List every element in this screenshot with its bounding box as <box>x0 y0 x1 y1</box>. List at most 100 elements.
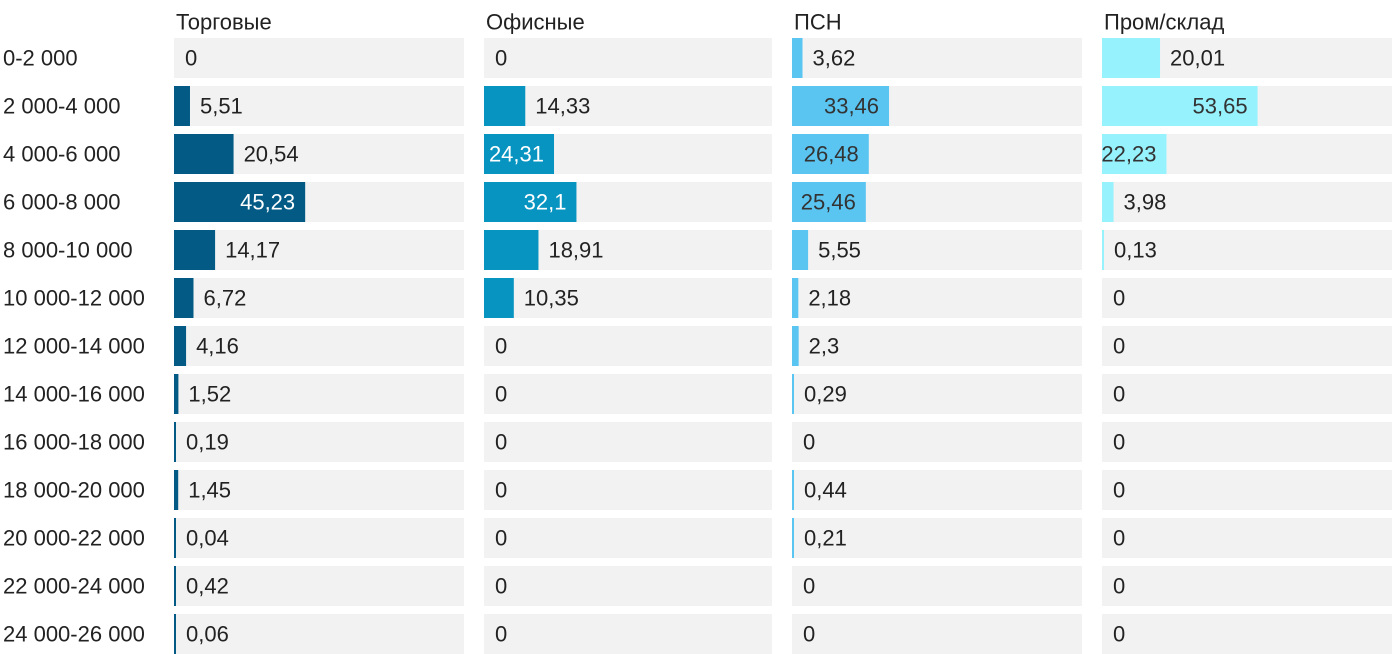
bar <box>792 470 794 510</box>
bar-track <box>174 422 464 462</box>
bar-track <box>174 374 464 414</box>
bar <box>1102 38 1161 78</box>
data-label: 0 <box>1113 334 1125 359</box>
bar <box>174 134 234 174</box>
data-label: 0 <box>495 478 507 503</box>
bar-track <box>1102 230 1392 270</box>
data-label: 0 <box>495 526 507 551</box>
bar <box>792 134 869 174</box>
category-label: 12 000-14 000 <box>3 334 145 359</box>
bar <box>484 86 526 126</box>
data-label: 0 <box>1113 478 1125 503</box>
data-label: 0 <box>495 430 507 455</box>
bar-track <box>174 38 464 78</box>
data-label: 0 <box>495 334 507 359</box>
data-label: 0 <box>1113 526 1125 551</box>
bar <box>1102 86 1258 126</box>
data-label: 0 <box>1113 622 1125 647</box>
bar-track <box>1102 326 1392 366</box>
bar <box>792 182 866 222</box>
data-label: 2,18 <box>808 286 851 311</box>
bar <box>1102 134 1167 174</box>
bar-track <box>792 230 1082 270</box>
bar-track <box>174 614 464 654</box>
data-label: 0 <box>803 430 815 455</box>
bar-track <box>1102 566 1392 606</box>
bar <box>174 614 176 654</box>
bar-track <box>484 86 772 126</box>
bar <box>174 422 176 462</box>
bar-track <box>1102 518 1392 558</box>
data-label: 5,51 <box>200 94 243 119</box>
data-label: 0 <box>495 382 507 407</box>
category-label: 24 000-26 000 <box>3 622 145 647</box>
data-label: 4,16 <box>196 334 239 359</box>
bar-track <box>792 422 1082 462</box>
category-label: 10 000-12 000 <box>3 286 145 311</box>
bar-track <box>792 614 1082 654</box>
bar-track <box>792 518 1082 558</box>
bar <box>792 230 809 270</box>
data-label: 0 <box>185 46 197 71</box>
data-label: 0 <box>803 574 815 599</box>
data-label: 0,19 <box>186 430 229 455</box>
data-label: 45,23 <box>240 190 295 215</box>
bar <box>484 134 555 174</box>
bar-track <box>792 326 1082 366</box>
data-label: 0 <box>495 46 507 71</box>
bar-track <box>484 374 772 414</box>
bar-track <box>174 278 464 318</box>
series-header: Торговые <box>176 10 272 35</box>
bar-track <box>484 422 772 462</box>
bar-track <box>484 278 772 318</box>
data-label: 0 <box>1113 574 1125 599</box>
bar <box>174 182 306 222</box>
category-label: 16 000-18 000 <box>3 430 145 455</box>
bar-track <box>484 326 772 366</box>
bar <box>174 518 176 558</box>
bar <box>1102 230 1104 270</box>
data-label: 0,42 <box>186 574 229 599</box>
data-label: 25,46 <box>801 190 856 215</box>
data-label: 2,3 <box>809 334 840 359</box>
bar <box>484 278 514 318</box>
data-label: 0 <box>495 622 507 647</box>
data-label: 0,21 <box>804 526 847 551</box>
series-header: Офисные <box>486 10 585 35</box>
bar-track <box>484 566 772 606</box>
data-label: 20,01 <box>1170 46 1225 71</box>
bar-track <box>174 86 464 126</box>
data-label: 14,17 <box>225 238 280 263</box>
data-label: 0 <box>803 622 815 647</box>
category-label: 6 000-8 000 <box>3 190 120 215</box>
bar <box>792 278 799 318</box>
bar-track <box>1102 374 1392 414</box>
bar-track <box>792 470 1082 510</box>
bar <box>174 326 187 366</box>
bar-track <box>792 374 1082 414</box>
bar <box>484 230 539 270</box>
bar <box>174 566 176 606</box>
data-label: 20,54 <box>244 142 299 167</box>
bar-track <box>1102 182 1392 222</box>
data-label: 3,62 <box>812 46 855 71</box>
data-label: 0,06 <box>186 622 229 647</box>
data-label: 0 <box>495 574 507 599</box>
category-label: 8 000-10 000 <box>3 238 133 263</box>
data-label: 32,1 <box>524 190 567 215</box>
data-label: 14,33 <box>535 94 590 119</box>
data-label: 33,46 <box>824 94 879 119</box>
data-label: 0 <box>1113 286 1125 311</box>
bar-track <box>792 278 1082 318</box>
data-label: 3,98 <box>1124 190 1167 215</box>
category-label: 4 000-6 000 <box>3 142 120 167</box>
category-label: 14 000-16 000 <box>3 382 145 407</box>
bar-track <box>484 470 772 510</box>
category-label: 2 000-4 000 <box>3 94 120 119</box>
data-label: 10,35 <box>524 286 579 311</box>
data-label: 22,23 <box>1101 142 1156 167</box>
data-label: 1,45 <box>188 478 231 503</box>
data-label: 5,55 <box>818 238 861 263</box>
category-label: 18 000-20 000 <box>3 478 145 503</box>
